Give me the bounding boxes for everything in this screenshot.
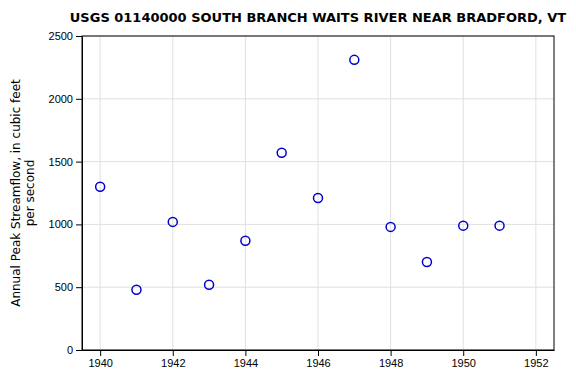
tick: 1944 [234,350,258,369]
point [132,285,141,294]
grid-line-x [172,36,173,350]
point [386,222,395,231]
tick-label: 1500 [49,156,73,168]
tick-mark [76,350,82,351]
tick: 1952 [524,350,548,369]
tick-label: 500 [55,281,73,293]
tick-mark [463,350,464,356]
tick-mark [76,36,82,37]
tick: 0 [67,344,82,356]
tick-mark [391,350,392,356]
point [277,148,286,157]
tick-label: 2500 [49,30,73,42]
tick-mark [318,350,319,356]
y-axis-title: Annual Peak Streamflow, in cubic feetper… [9,79,37,307]
grid-line-x [390,36,391,350]
tick-mark [100,350,101,356]
tick-label: 1950 [451,357,475,369]
point [350,55,359,64]
tick: 1948 [379,350,403,369]
tick-label: 1946 [306,357,330,369]
grid-line-y [82,287,554,288]
x-axis: 1940 1942 1944 1946 1948 1950 1952 [83,350,555,369]
grid-line-y [82,161,554,162]
tick: 1500 [49,156,82,168]
tick: 1940 [88,350,112,369]
plot-frame [82,36,554,350]
y-axis: 0 500 1000 1500 2000 2500 [49,30,83,356]
grid-line-x [100,36,101,350]
y-axis-title-line: per second [23,160,37,227]
tick-label: 1952 [524,357,548,369]
tick-label: 2000 [49,93,73,105]
title: USGS 01140000 SOUTH BRANCH WAITS RIVER N… [70,10,567,25]
tick: 1950 [451,350,475,369]
point [241,236,250,245]
grid-line-y [82,224,554,225]
tick-label: 0 [67,344,73,356]
tick-mark [536,350,537,356]
tick: 2000 [49,93,82,105]
point [459,221,468,230]
point [168,217,177,226]
tick-label: 1944 [234,357,258,369]
point [205,280,214,289]
tick-mark [245,350,246,356]
grid-line-x [535,36,536,350]
plot-area: 1940 1942 1944 1946 1948 1950 1952 0 500 1000 1500… [49,30,555,369]
tick-label: 1948 [379,357,403,369]
grid [82,36,554,350]
point [422,258,431,267]
point [495,221,504,230]
tick: 1946 [306,350,330,369]
tick-mark [76,287,82,288]
grid-line-x [463,36,464,350]
tick-label: 1942 [161,357,185,369]
tick-mark [76,224,82,225]
points [96,55,504,294]
y-axis-title-line: Annual Peak Streamflow, in cubic feet [9,79,23,307]
point [314,194,323,203]
tick-mark [173,350,174,356]
point [96,182,105,191]
tick: 2500 [49,30,82,42]
tick: 500 [55,281,82,293]
tick: 1942 [161,350,185,369]
tick-mark [76,99,82,100]
tick-mark [76,162,82,163]
tick-label: 1000 [49,218,73,230]
tick: 1000 [49,218,82,230]
grid-line-x [245,36,246,350]
tick-label: 1940 [88,357,112,369]
chart: 1940 1942 1944 1946 1948 1950 1952 0 500 1000 1500… [0,0,576,384]
grid-line-y [82,98,554,99]
